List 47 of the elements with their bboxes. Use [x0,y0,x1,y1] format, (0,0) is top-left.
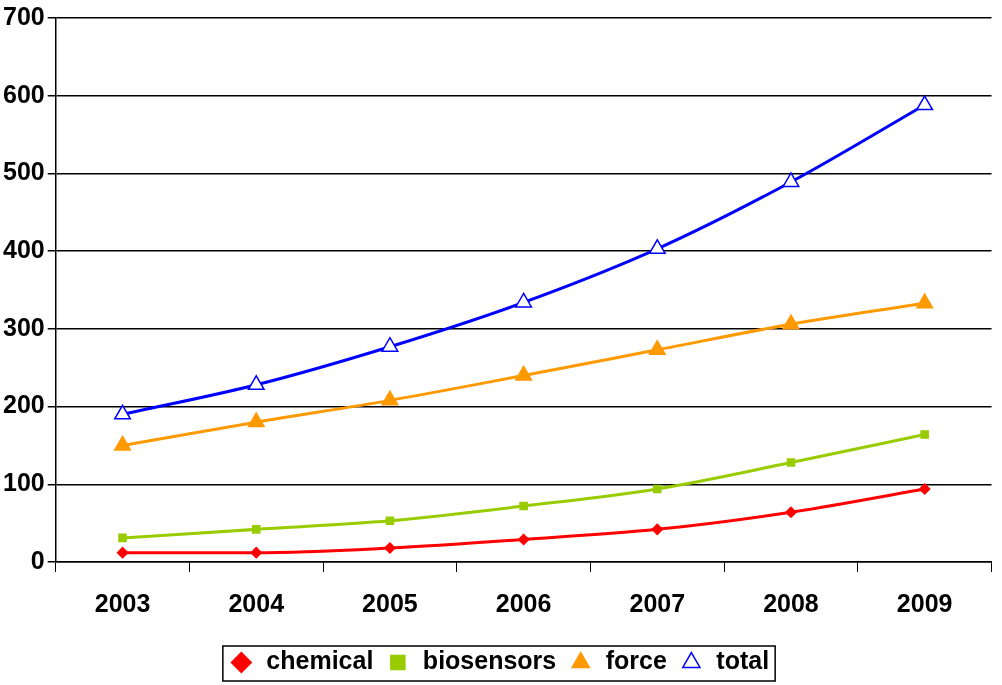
point [519,501,528,511]
y-tick-label: 300 [2,312,45,341]
x-tick-label: 2003 [94,588,151,617]
point [648,239,666,255]
y-tick-label: 200 [2,390,45,419]
point [653,484,662,494]
point [648,340,666,356]
legend-label: chemical [266,646,374,675]
point [114,435,132,451]
point [786,458,796,467]
x-tick-label: 2008 [763,588,819,617]
x-tick-label: 2007 [629,588,686,617]
point [118,533,127,543]
point [517,533,530,546]
point [114,404,132,420]
point [651,523,664,536]
point [385,516,395,526]
y-tick-label: 500 [2,157,45,186]
point [247,375,265,391]
point [916,95,934,111]
point [247,412,265,428]
y-tick-label: 600 [2,79,45,108]
point [920,430,929,439]
point [381,336,399,352]
legend-label: biosensors [422,646,557,675]
y-tick-label: 400 [2,235,45,264]
point [916,293,934,309]
point [918,483,931,495]
point [381,390,399,406]
point [251,525,261,534]
x-tick-label: 2006 [495,588,552,617]
legend-label: force [605,646,667,675]
point [116,546,129,559]
x-tick-label: 2005 [362,588,418,617]
y-tick-label: 100 [2,468,45,497]
x-tick-label: 2004 [228,588,285,617]
point [782,172,800,188]
y-tick-label: 0 [30,545,45,574]
point [515,365,533,381]
point [515,292,533,308]
y-tick-label: 700 [2,1,45,30]
point [782,314,800,330]
point [785,506,797,519]
point [384,542,396,554]
legend-label: total [716,646,770,675]
x-tick-label: 2009 [896,588,953,617]
point [250,546,262,559]
